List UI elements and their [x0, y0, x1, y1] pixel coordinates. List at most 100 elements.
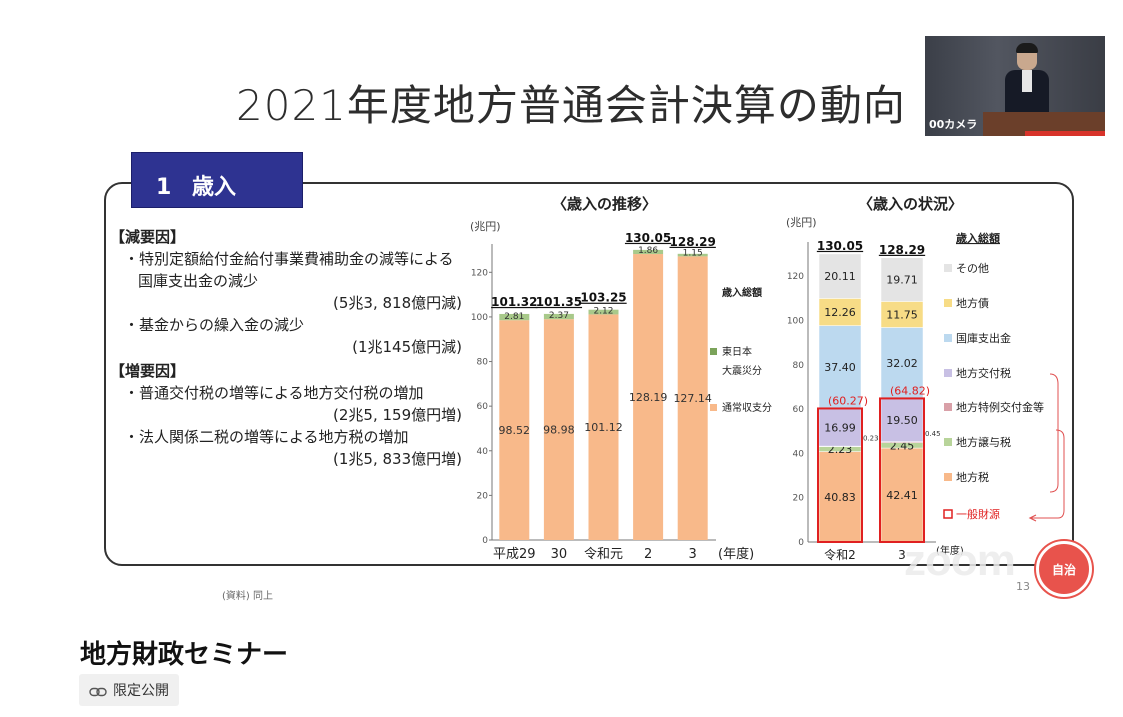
chart2-category: 令和2 [824, 547, 856, 562]
chart1-y-tick: 120 [471, 268, 488, 278]
chart2-general-revenue: (64.82) [890, 384, 930, 397]
chart2-legend-swatch [944, 334, 952, 342]
chart1-total: 128.29 [670, 235, 716, 249]
chart1-x-unit: (年度) [718, 546, 754, 562]
chart2-segment-value: 19.50 [886, 414, 918, 427]
chart2-legend-swatch [944, 264, 952, 272]
chart2-legend-bracket-1 [1049, 373, 1059, 493]
chart2-bar-segment [880, 447, 924, 543]
chart1-y-tick: 20 [477, 491, 489, 501]
camera-redbar [1025, 131, 1105, 136]
chart2-legend-label: 一般財源 [956, 507, 1000, 521]
increase-heading: 【増要因】 [110, 362, 186, 380]
chart1-y-tick: 60 [477, 402, 489, 412]
chart1-total: 101.32 [491, 295, 537, 309]
factors-text: 【減要因】 ・特別定額給付金給付事業費補助金の減等による国庫支出金の減少 (5兆… [110, 224, 470, 470]
chart2-legend-title: 歳入総額 [956, 231, 1000, 245]
chart2-bar-segment [818, 408, 862, 447]
chart2-segment-value: 19.71 [886, 274, 918, 287]
chart2-y-tick: 20 [793, 494, 805, 504]
visibility-label: 限定公開 [113, 683, 169, 699]
chart2-total: 130.05 [817, 239, 863, 253]
chart2-side-label: 0.45 [925, 430, 941, 438]
chart2-general-revenue: (60.27) [828, 394, 868, 407]
chart1-legend-quake-2: 大震災分 [722, 364, 762, 377]
chart2-arrow-icon [1028, 514, 1037, 522]
chart2-unit: (兆円) [786, 216, 817, 229]
chart1-category: 3 [689, 547, 697, 562]
chart2-segment-value: 42.41 [886, 489, 918, 502]
chart2-bar-segment [880, 257, 924, 302]
chart2-legend-label: 地方交付税 [956, 366, 1011, 380]
chart1-bar-normal [499, 320, 530, 540]
chart1-category: 30 [551, 547, 568, 562]
chart2-legend-bracket-2 [1030, 429, 1065, 519]
chart1-legend-normal: 通常収支分 [722, 401, 772, 414]
chart1-value-normal: 128.19 [629, 391, 668, 404]
chart1-legend-swatch-normal [710, 404, 717, 411]
revenue-status-chart: 02040608010012040.832.2316.9937.4012.262… [787, 231, 1065, 562]
chart1-bar-normal [543, 319, 574, 540]
camera-label: 00カメラ [929, 118, 978, 131]
visibility-badge[interactable]: 限定公開 [79, 674, 179, 706]
chart2-side-label: 0.23 [863, 434, 879, 442]
chart2-legend-swatch [944, 473, 952, 481]
chart1-y-tick: 0 [482, 536, 488, 546]
chart2-category: 3 [898, 548, 906, 562]
chart2-legend-swatch [944, 438, 952, 446]
chart1-legend-quake: 東日本 [722, 345, 752, 358]
chart2-y-tick: 100 [787, 316, 804, 326]
zoom-watermark: zoom [904, 536, 1016, 585]
chart2-bar-segment [880, 327, 924, 399]
chart1-bar-quake [588, 309, 619, 315]
chart2-legend-label: 地方税 [956, 470, 989, 484]
chart2-y-tick: 120 [787, 272, 804, 282]
chart1-bar-normal [677, 256, 708, 540]
chart1-total: 103.25 [580, 291, 626, 305]
chart1-bar-normal [588, 314, 619, 540]
chart1-value-quake: 2.37 [549, 311, 569, 321]
chart1-value-quake: 2.81 [504, 312, 524, 322]
chart1-value-normal: 98.52 [499, 424, 531, 437]
chart2-segment-value: 32.02 [886, 357, 918, 370]
chart2-bar-segment [880, 301, 924, 328]
channel-logo-icon: 自治 [1036, 541, 1092, 597]
chart2-bar-segment [818, 253, 862, 299]
decrease-heading: 【減要因】 [110, 228, 186, 246]
camera-feed: 00カメラ [925, 36, 1105, 136]
chart1-legend-title: 歳入総額 [722, 286, 762, 299]
chart2-segment-value: 11.75 [886, 308, 918, 321]
chart1-unit: (兆円) [470, 220, 501, 233]
chart2-legend-swatch [944, 299, 952, 307]
chart2-y-tick: 0 [798, 538, 804, 548]
chart2-x-unit: (年度) [936, 544, 964, 557]
section-number: 1 [156, 175, 172, 200]
chart1-category: 2 [644, 547, 652, 562]
slide-title: 2021年度地方普通会計決算の動向 [236, 81, 906, 130]
chart2-general-revenue-box [817, 407, 863, 543]
decrease-item-2: ・基金からの繰入金の減少 [124, 316, 305, 334]
chart2-y-tick: 60 [793, 405, 805, 415]
chart1-bar-quake [543, 313, 574, 320]
chart1-category: 令和元 [584, 547, 623, 562]
chart2-legend-label: 地方特例交付金等 [956, 400, 1044, 414]
chart2-general-revenue-box [879, 397, 925, 543]
increase-item-2: ・法人関係二税の増等による地方税の増加 [124, 428, 409, 446]
video-title: 地方財政セミナー [80, 640, 289, 670]
decrease-amount-2: (1兆145億円減) [352, 338, 462, 356]
chart2-y-tick: 40 [793, 449, 805, 459]
chart1-category: 平成29 [493, 547, 536, 562]
chart2-segment-value: 12.26 [824, 306, 856, 319]
page-number: 13 [1016, 580, 1030, 593]
increase-item-1: ・普通交付税の増等による地方交付税の増加 [124, 384, 424, 402]
chart2-legend-label: 地方譲与税 [956, 435, 1011, 449]
section-label: 歳入 [192, 175, 237, 200]
chart2-legend-label: 国庫支出金 [956, 331, 1011, 345]
chart2-bar-segment [818, 325, 862, 409]
chart2-legend-swatch [944, 369, 952, 377]
chart2-title: 〈歳入の状況〉 [858, 195, 964, 213]
chart1-value-normal: 127.14 [673, 392, 712, 405]
chart1-total: 101.35 [536, 295, 582, 309]
section-header: 1 歳入 [131, 152, 303, 208]
increase-amount-1: (2兆5, 159億円増) [333, 406, 462, 424]
